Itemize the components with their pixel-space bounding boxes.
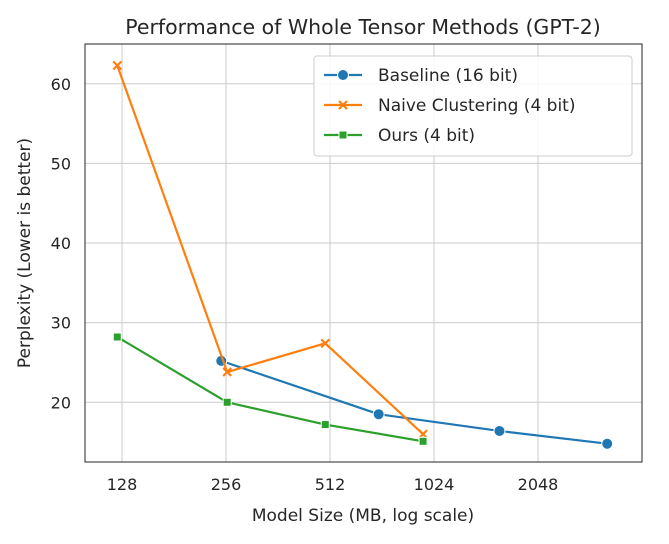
data-point (493, 424, 506, 437)
legend-label: Baseline (16 bit) (378, 66, 518, 86)
series-2 (112, 332, 428, 446)
data-point (372, 408, 385, 421)
series-line (220, 359, 608, 445)
x-tick-label: 128 (107, 475, 138, 494)
y-tick-label: 20 (51, 393, 71, 412)
series-1 (112, 60, 428, 439)
legend-box (313, 55, 633, 157)
data-point (112, 60, 123, 71)
x-tick-label: 512 (315, 475, 346, 494)
data-point (418, 436, 428, 446)
y-tick-label: 50 (51, 154, 71, 173)
x-tick-label: 2048 (518, 475, 559, 494)
y-tick-label: 60 (51, 75, 71, 94)
legend-label: Naive Clustering (4 bit) (378, 96, 575, 116)
series-line (116, 336, 424, 443)
x-tick-label: 256 (211, 475, 242, 494)
chart-title: Performance of Whole Tensor Methods (GPT… (125, 15, 601, 39)
x-axis-label: Model Size (MB, log scale) (252, 506, 474, 526)
legend-label: Ours (4 bit) (378, 126, 475, 146)
data-point (112, 332, 122, 342)
data-point (320, 420, 330, 430)
data-point (320, 338, 331, 349)
plot-frame (84, 43, 643, 463)
legend: Baseline (16 bit) Naive Clustering (4 bit… (313, 55, 633, 157)
x-tick-label: 1024 (414, 475, 455, 494)
data-point (222, 397, 232, 407)
y-tick-label: 30 (51, 314, 71, 333)
axis-ticks: 128 256 512 1024 2048 20 30 40 50 60 (51, 75, 559, 494)
y-axis-label: Perplexity (Lower is better) (15, 138, 35, 368)
data-point (338, 100, 348, 110)
series-layer (112, 60, 614, 450)
y-tick-label: 40 (51, 234, 71, 253)
data-point (222, 367, 232, 377)
data-point (601, 437, 614, 450)
data-point (337, 69, 349, 81)
series-line (116, 65, 424, 435)
data-point (338, 130, 348, 140)
